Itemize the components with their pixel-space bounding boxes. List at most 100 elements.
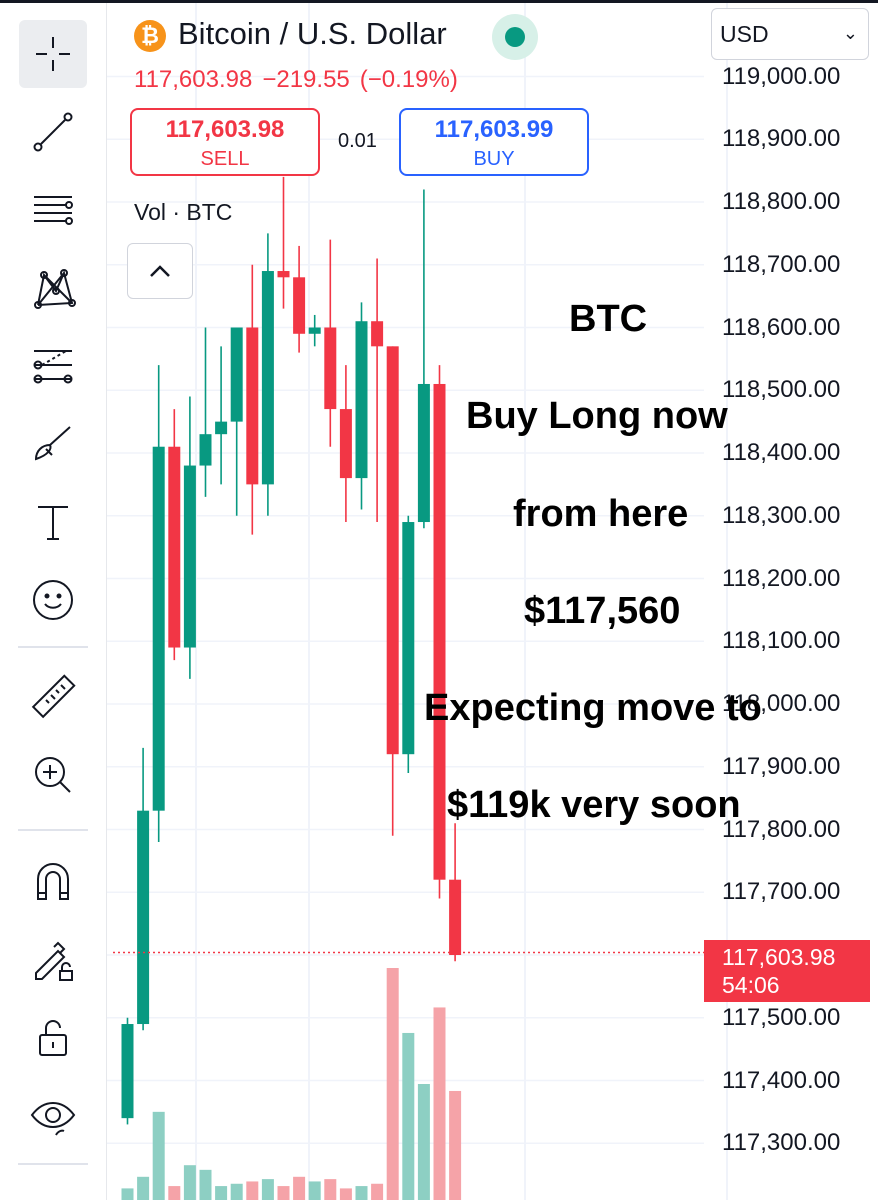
symbol-title[interactable]: Bitcoin / U.S. Dollar	[178, 16, 447, 51]
last-price-tag: 117,603.98 54:06	[704, 940, 870, 1002]
candle-body	[355, 321, 368, 479]
magnet-icon	[37, 863, 69, 900]
candle-body	[339, 409, 352, 479]
price-change-pct: (−0.19%)	[359, 66, 458, 93]
sell-price: 117,603.98	[165, 116, 285, 143]
text-icon	[38, 506, 68, 540]
candle-body	[261, 271, 274, 485]
text-tool[interactable]	[19, 488, 87, 556]
price-axis-label: 117,800.00	[722, 815, 841, 843]
crosshair-icon	[36, 37, 70, 71]
pattern-tool[interactable]	[19, 254, 87, 322]
price-axis-label: 118,200.00	[722, 564, 841, 592]
volume-bar	[121, 1188, 134, 1200]
volume-bar	[277, 1186, 290, 1200]
trend-line-tool[interactable]	[19, 98, 87, 166]
candle-body	[371, 321, 384, 347]
volume-bar	[449, 1090, 462, 1200]
buy-button[interactable]: 117,603.99 BUY	[399, 108, 589, 176]
price-axis-label: 118,800.00	[722, 188, 841, 215]
volume-bar	[168, 1186, 181, 1200]
price-axis-label: 118,400.00	[722, 439, 841, 466]
volume-legend: Vol · BTC	[134, 199, 233, 225]
zoom-in-tool[interactable]	[19, 741, 87, 809]
candle-body	[168, 446, 181, 648]
price-axis-label: 118,900.00	[722, 125, 841, 153]
price-change: −219.55	[262, 66, 350, 93]
sell-label: SELL	[200, 148, 250, 170]
prediction-icon	[33, 350, 73, 384]
buy-price: 117,603.99	[434, 116, 554, 143]
brush-icon	[34, 426, 71, 461]
price-axis-label: 117,400.00	[722, 1066, 841, 1094]
market-status-icon[interactable]	[492, 14, 538, 60]
price-summary: 117,603.98 −219.55 (−0.19%)	[134, 66, 468, 94]
collapse-legend-button[interactable]	[127, 243, 193, 299]
volume-bar	[246, 1181, 259, 1200]
visibility-tool[interactable]	[19, 1082, 87, 1150]
annotation-line-3: from here	[513, 493, 689, 535]
candlestick-chart[interactable]	[107, 3, 878, 1200]
emoji-tool[interactable]	[19, 566, 87, 634]
volume-bar	[339, 1188, 352, 1200]
candle-body	[137, 810, 150, 1025]
candle-body	[121, 1024, 134, 1119]
magnet-tool[interactable]	[19, 848, 87, 916]
annotation-line-5: Expecting move to	[424, 687, 762, 729]
volume-bar	[293, 1176, 306, 1200]
price-axis-label: 118,600.00	[722, 313, 841, 341]
candle-body	[199, 434, 212, 466]
lock-drawing-tool[interactable]	[19, 926, 87, 994]
price-axis-label: 118,000.00	[722, 690, 841, 717]
annotation-line-6: $119k very soon	[447, 784, 741, 826]
fib-retracement-icon	[34, 196, 73, 225]
lock-icon	[39, 1020, 67, 1056]
price-axis-label: 118,500.00	[722, 376, 841, 404]
volume-bar	[152, 1111, 165, 1200]
candle-body	[230, 327, 243, 422]
ruler-tool[interactable]	[19, 663, 87, 731]
volume-bar	[308, 1181, 321, 1200]
ruler-icon	[31, 674, 76, 719]
currency-value: USD	[720, 20, 769, 47]
annotation-line-1: BTC	[569, 298, 648, 340]
candle-body	[449, 879, 462, 955]
trend-line-icon	[33, 112, 73, 152]
volume-bar	[355, 1186, 368, 1200]
price-axis-label: 117,300.00	[722, 1129, 841, 1157]
last-price-tag-value: 117,603.98	[722, 944, 836, 970]
volume-bar	[402, 1032, 415, 1200]
eye-icon	[30, 1102, 76, 1136]
volume-bar	[386, 968, 399, 1200]
volume-bar	[324, 1179, 337, 1200]
volume-bar	[417, 1084, 430, 1200]
spread-value: 0.01	[338, 130, 377, 152]
volume-bar	[433, 1007, 446, 1200]
currency-select[interactable]: USD ⌄	[711, 8, 869, 60]
prediction-tool[interactable]	[19, 332, 87, 400]
fib-retracement-tool[interactable]	[19, 176, 87, 244]
chevron-down-icon: ⌄	[842, 23, 858, 43]
candle-body	[402, 522, 415, 755]
candle-body	[215, 421, 228, 435]
price-axis-label: 118,700.00	[722, 250, 841, 278]
window-top-border	[0, 0, 878, 3]
volume-bar	[261, 1179, 274, 1200]
drawing-toolbar	[0, 3, 106, 1200]
sell-button[interactable]: 117,603.98 SELL	[130, 108, 320, 176]
lock-tool[interactable]	[19, 1004, 87, 1072]
bar-countdown: 54:06	[722, 972, 780, 998]
candle-body	[324, 327, 337, 410]
price-axis-label: 118,100.00	[722, 627, 841, 655]
price-axis-label: 118,300.00	[722, 501, 841, 529]
chart-area[interactable]	[107, 3, 878, 1200]
market-open-dot	[505, 27, 525, 47]
brush-tool[interactable]	[19, 410, 87, 478]
toolbar-border	[106, 3, 107, 1200]
volume-bar	[137, 1176, 150, 1200]
annotation-line-2: Buy Long now	[466, 395, 728, 437]
price-axis-label: 117,500.00	[722, 1003, 841, 1031]
crosshair-tool[interactable]	[19, 20, 87, 88]
candle-body	[246, 327, 259, 485]
annotation-line-4: $117,560	[524, 590, 681, 632]
